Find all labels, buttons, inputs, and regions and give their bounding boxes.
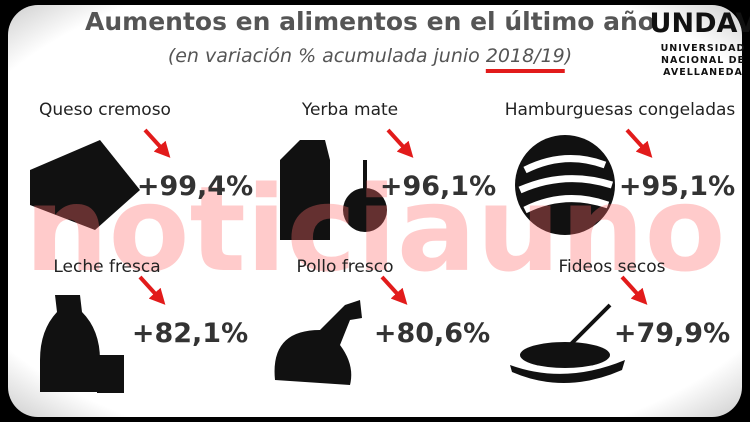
item-label: Yerba mate [301, 100, 398, 120]
item-label: Pollo fresco [297, 257, 394, 277]
arrow [138, 275, 166, 305]
logo-line: AVELLANEDA [663, 67, 743, 78]
item-value: +99,4% [137, 171, 253, 202]
glass-icon [97, 355, 124, 393]
subtitle-start: (en variación % acumulada junio [168, 45, 486, 67]
pasta-icon [520, 342, 610, 368]
item-label: Queso cremoso [39, 100, 171, 120]
arrow [380, 275, 408, 305]
item-label: Hamburguesas congeladas [505, 100, 736, 120]
item-value: +79,9% [614, 318, 730, 349]
item-label: Fideos secos [558, 257, 665, 277]
logo-line: UNIVERSIDAD [661, 43, 746, 54]
subtitle-end: ) [563, 45, 572, 67]
arrow [386, 128, 414, 158]
watermark: noticiauno [24, 160, 725, 298]
item-value: +95,1% [619, 171, 735, 202]
icons [30, 135, 625, 393]
arrow [625, 128, 653, 158]
item-value: +80,6% [374, 318, 490, 349]
milk-icon [40, 295, 100, 392]
item-value: +96,1% [380, 171, 496, 202]
plate-icon [510, 360, 625, 384]
chicken-icon [274, 300, 362, 385]
subtitle: (en variación % acumulada junio 2018/19) [168, 45, 572, 67]
items: Queso cremoso +99,4% Yerba mate +96,1% Hambu… [39, 100, 735, 349]
logo-line: NACIONAL DE [661, 55, 745, 66]
subtitle-highlight: 2018/19 [486, 45, 565, 67]
item-label: Leche fresca [53, 257, 160, 277]
arrow [143, 128, 171, 158]
yerba-icon [280, 140, 330, 240]
item-value: +82,1% [132, 318, 248, 349]
arrow [620, 275, 648, 305]
logo-mark: UNDAV [650, 8, 750, 39]
cheese-icon [30, 140, 140, 230]
mate-icon [343, 188, 387, 232]
logo: UNDAV UNIVERSIDAD NACIONAL DE AVELLANEDA [650, 8, 750, 78]
title: Aumentos en alimentos en el último año [85, 7, 655, 36]
